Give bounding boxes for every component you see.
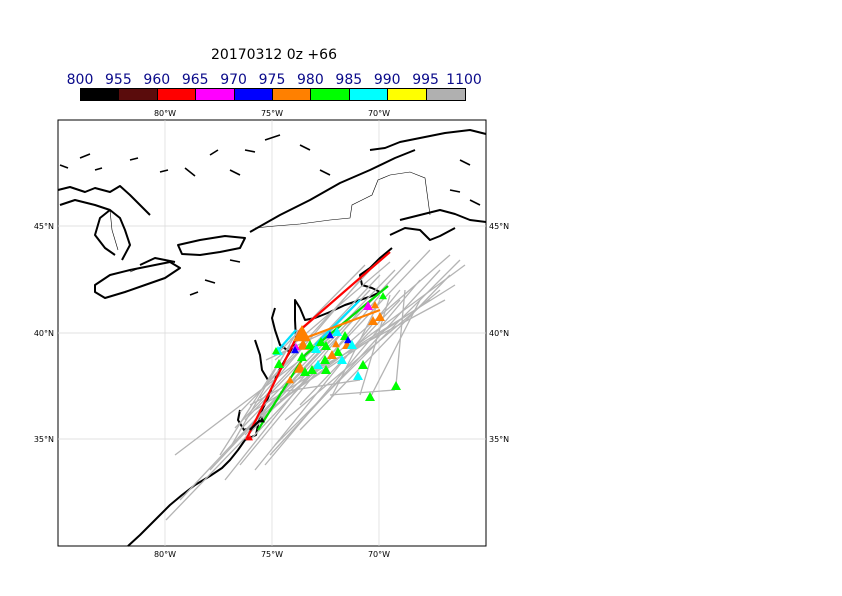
lat-label: 40°N — [34, 329, 54, 338]
storm-marker — [311, 344, 321, 353]
storm-position-markers — [247, 292, 401, 441]
storm-marker — [333, 347, 343, 356]
storm-marker — [321, 341, 331, 350]
storm-marker — [358, 360, 368, 369]
lon-label: 75°W — [261, 109, 283, 118]
storm-marker — [347, 340, 357, 349]
storm-marker — [337, 355, 347, 364]
colorbar-label: 1100 — [446, 72, 482, 88]
storm-marker — [320, 355, 330, 364]
colorbar-swatch — [234, 89, 273, 100]
storm-marker — [297, 339, 309, 350]
storm-marker — [294, 362, 306, 373]
lat-labels-left: 45°N 40°N 35°N — [34, 222, 54, 444]
track-cyan — [314, 299, 361, 346]
storm-marker — [368, 316, 378, 325]
storm-marker — [307, 365, 317, 374]
political-borders — [109, 171, 431, 273]
colorbar-label: 800 — [66, 72, 94, 88]
lon-labels-bottom: 80°W 75°W 70°W — [154, 550, 390, 559]
storm-marker — [332, 327, 342, 336]
storm-marker — [293, 325, 311, 342]
colorbar-label: 990 — [373, 72, 401, 88]
storm-marker — [379, 292, 387, 300]
storm-marker — [365, 392, 375, 401]
lat-label: 35°N — [489, 435, 509, 444]
storm-marker — [291, 346, 299, 354]
colorbar-swatch — [311, 89, 350, 100]
colorbar-swatch — [388, 89, 427, 100]
lat-label: 45°N — [489, 222, 509, 231]
gridlines — [58, 120, 486, 546]
lon-label: 80°W — [154, 109, 176, 118]
track-black — [249, 419, 261, 431]
storm-marker — [305, 340, 315, 349]
lon-label: 75°W — [261, 550, 283, 559]
track-orange — [299, 308, 381, 342]
storm-marker — [297, 352, 307, 361]
storm-marker — [371, 301, 379, 309]
colorbar-label: 980 — [297, 72, 324, 88]
storm-marker — [274, 359, 284, 368]
storm-marker — [391, 381, 401, 390]
colorbar-label: 955 — [105, 72, 132, 88]
colorbar-label: 960 — [143, 72, 171, 88]
storm-marker — [259, 417, 265, 423]
colorbar-label: 970 — [220, 72, 247, 88]
lon-label: 70°W — [368, 550, 390, 559]
storm-marker — [286, 376, 294, 384]
storm-marker — [313, 360, 323, 369]
colorbar-swatch — [196, 89, 235, 100]
colorbar-swatch — [157, 89, 197, 100]
colorbar-label: 965 — [181, 72, 209, 88]
storm-marker — [327, 350, 337, 359]
lat-labels-right: 45°N 40°N 35°N — [489, 222, 509, 444]
lakes-islands — [59, 134, 481, 296]
storm-marker — [375, 312, 385, 321]
colorbar-swatch — [426, 89, 465, 100]
colorbar-label: 985 — [335, 72, 363, 88]
lat-label: 45°N — [34, 222, 54, 231]
storm-marker — [326, 331, 334, 339]
storm-marker — [321, 365, 331, 374]
colorbar-swatch — [119, 89, 158, 100]
storm-marker — [316, 337, 326, 346]
lat-label: 35°N — [34, 435, 54, 444]
colorbar-swatch — [272, 89, 312, 100]
storm-marker — [272, 347, 280, 355]
lon-label: 80°W — [154, 550, 176, 559]
lon-labels-top: 80°W 75°W 70°W — [154, 109, 390, 118]
colorbar-label: 995 — [412, 72, 439, 88]
storm-marker — [353, 371, 363, 380]
plot-title: 20170312 0z +66 — [211, 47, 337, 63]
track-red — [299, 251, 391, 331]
storm-marker — [247, 435, 253, 441]
lon-label: 70°W — [368, 109, 390, 118]
storm-marker — [332, 340, 340, 348]
colorbar-swatch — [81, 89, 120, 100]
track-red — [245, 329, 301, 441]
colorbar-swatch — [349, 89, 389, 100]
colorbar — [80, 88, 466, 101]
storm-marker — [363, 301, 373, 310]
storm-marker — [344, 336, 352, 344]
colorbar-label: 975 — [258, 72, 286, 88]
storm-marker — [300, 367, 310, 376]
lat-label: 40°N — [489, 329, 509, 338]
